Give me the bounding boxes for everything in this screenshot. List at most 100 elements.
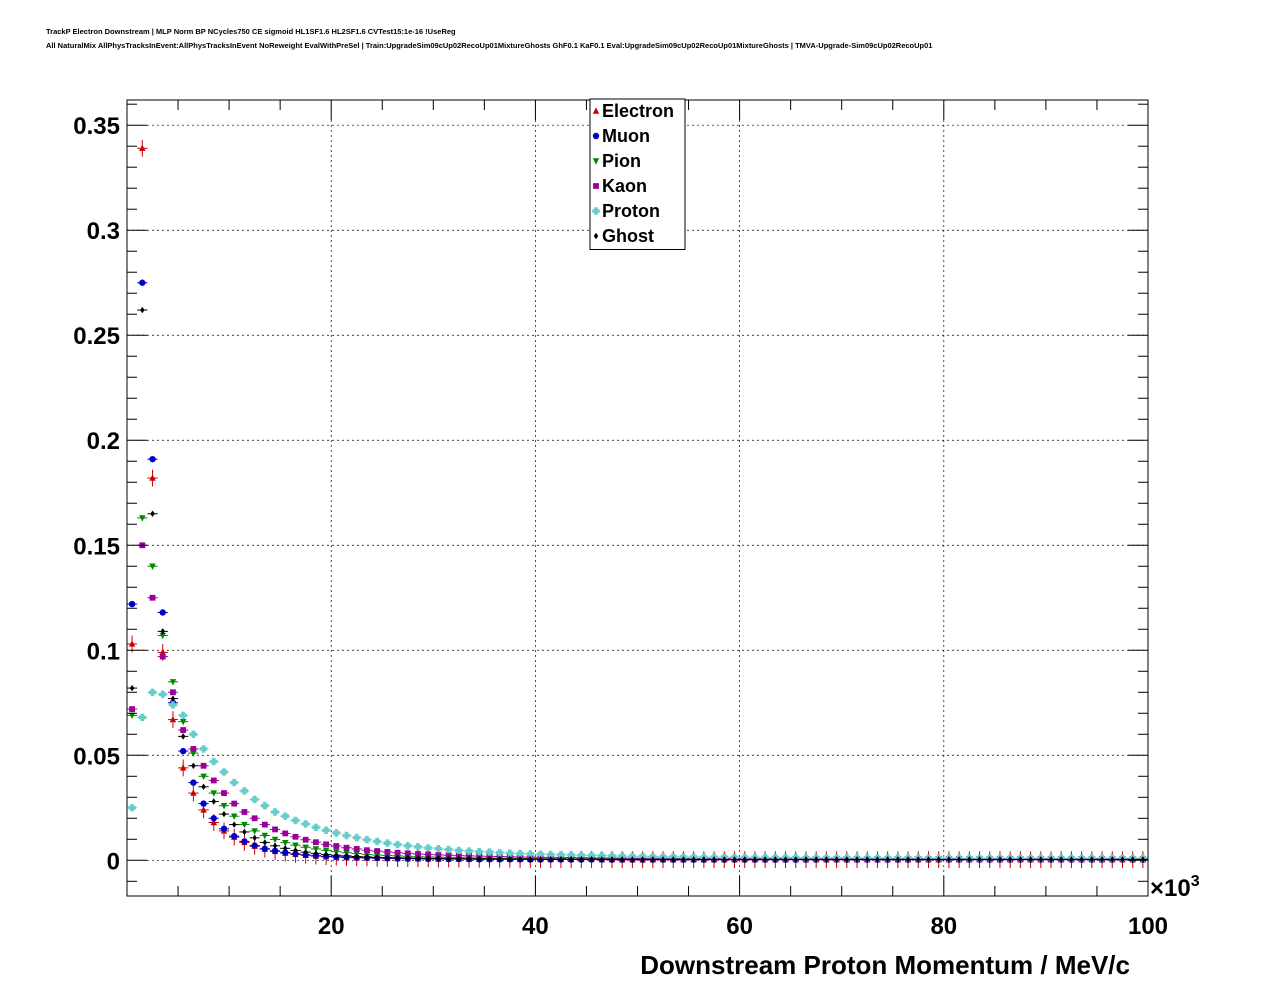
data-point <box>180 727 187 733</box>
data-point <box>281 812 289 820</box>
data-point <box>589 856 594 863</box>
data-point <box>773 856 778 863</box>
data-point <box>487 855 492 863</box>
data-point <box>333 843 340 849</box>
data-point <box>752 856 758 863</box>
data-points <box>127 139 1148 869</box>
data-point <box>691 856 696 863</box>
data-point <box>650 856 656 863</box>
series-proton <box>127 688 1148 862</box>
data-point <box>334 852 339 859</box>
y-tick-label: 0.2 <box>87 428 120 455</box>
data-point <box>128 712 136 720</box>
y-tick-label: 0.15 <box>73 533 120 560</box>
data-point <box>732 856 737 863</box>
data-point <box>149 455 156 463</box>
data-point <box>414 843 422 851</box>
data-point <box>374 854 380 861</box>
data-point <box>466 855 472 863</box>
x-tick-label: 100 <box>1128 913 1168 940</box>
data-point <box>139 279 146 286</box>
data-point <box>221 810 227 818</box>
data-point <box>364 847 370 854</box>
data-point <box>139 144 146 152</box>
data-point <box>670 856 676 863</box>
data-point <box>332 829 341 837</box>
data-point <box>220 802 228 810</box>
data-point <box>609 856 615 863</box>
data-point <box>210 790 217 797</box>
data-point <box>405 854 411 862</box>
data-point <box>261 801 269 810</box>
data-point <box>343 844 350 851</box>
data-point <box>445 852 452 859</box>
data-point <box>190 779 197 786</box>
data-point <box>1120 856 1125 863</box>
series-muon <box>127 279 1148 863</box>
data-point <box>312 839 319 846</box>
data-point <box>159 648 166 656</box>
data-point <box>475 847 483 856</box>
data-point <box>179 718 187 726</box>
data-point <box>282 830 289 837</box>
data-point <box>323 851 329 858</box>
data-point <box>159 690 167 699</box>
data-point <box>528 855 533 863</box>
data-point <box>987 856 992 863</box>
data-point <box>210 757 218 766</box>
data-point <box>599 856 605 863</box>
series-ghost <box>127 306 1148 863</box>
data-point <box>271 836 279 844</box>
x-axis-multiplier-exponent: 3 <box>1191 873 1200 890</box>
data-point <box>373 837 381 846</box>
y-tick-label: 0.35 <box>73 113 120 140</box>
legend-entry-electron: Electron <box>592 101 674 121</box>
data-point <box>444 845 453 854</box>
data-point <box>967 856 972 863</box>
data-point <box>261 832 269 840</box>
data-point <box>568 856 574 863</box>
data-point <box>864 856 870 863</box>
data-point <box>200 806 207 813</box>
data-point <box>385 854 390 861</box>
axes: 20 40 60 80 100 0 0.05 0.1 0.15 0.2 0.25 0.3 0.35 <box>73 100 1168 940</box>
data-point <box>169 679 177 686</box>
data-point <box>210 815 217 822</box>
data-point <box>363 836 371 844</box>
data-point <box>393 840 402 849</box>
y-tick-label: 0.3 <box>87 218 120 245</box>
data-point <box>210 777 217 784</box>
legend-label: Ghost <box>602 226 654 246</box>
data-point <box>301 820 310 828</box>
data-point <box>997 856 1003 863</box>
data-point <box>231 813 238 820</box>
data-point <box>485 848 494 856</box>
data-point <box>977 856 982 863</box>
data-point <box>201 783 206 790</box>
x-axis-multiplier: ×103 <box>1150 873 1200 902</box>
data-point <box>630 856 635 863</box>
data-point <box>261 845 269 852</box>
series-pion <box>127 515 1148 864</box>
data-point <box>1069 856 1074 863</box>
data-point <box>579 856 584 863</box>
data-point <box>199 745 208 753</box>
x-tick-label: 80 <box>930 913 957 940</box>
data-point <box>159 609 166 616</box>
data-point <box>425 855 431 862</box>
data-point <box>261 821 268 828</box>
data-point <box>394 849 401 856</box>
data-point <box>640 856 645 863</box>
data-point <box>231 821 237 828</box>
data-point <box>231 800 238 807</box>
data-point <box>567 851 575 859</box>
data-point <box>150 510 155 517</box>
x-tick-label: 60 <box>726 913 753 940</box>
data-point <box>241 809 248 815</box>
data-point <box>1058 856 1064 863</box>
data-point <box>271 847 279 855</box>
data-point <box>129 706 136 712</box>
data-point <box>1018 856 1023 863</box>
y-tick-label: 0.25 <box>73 323 120 350</box>
data-point <box>895 856 901 863</box>
